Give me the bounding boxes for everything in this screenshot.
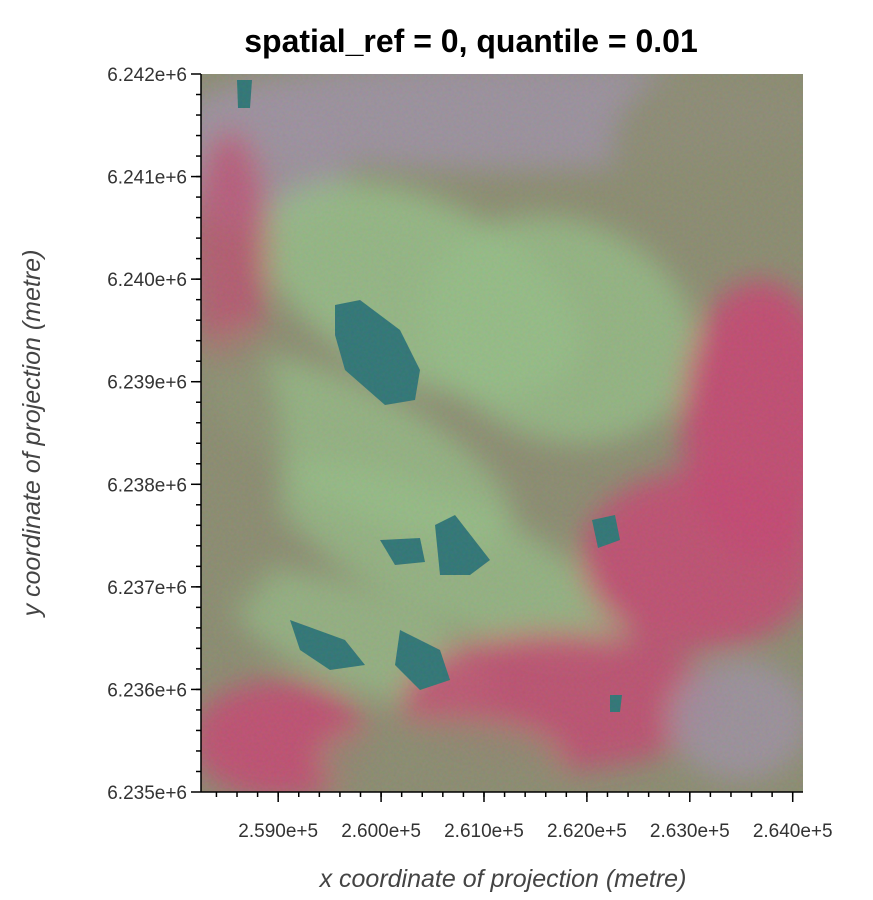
y-tick-label: 6.242e+6 xyxy=(107,65,187,86)
x-tick-label: 2.610e+5 xyxy=(444,821,524,842)
x-tick-label: 2.640e+5 xyxy=(753,821,833,842)
x-tick-label: 2.590e+5 xyxy=(238,821,318,842)
y-axis: 6.242e+6 6.241e+6 6.240e+6 6.239e+6 6.238e+6… xyxy=(107,65,202,804)
y-tick-label: 6.240e+6 xyxy=(107,270,187,291)
x-tick-label: 2.630e+5 xyxy=(650,821,730,842)
y-tick-label: 6.235e+6 xyxy=(107,783,187,804)
satellite-raster xyxy=(201,74,803,792)
x-tick-label: 2.620e+5 xyxy=(547,821,627,842)
chart-title: spatial_ref = 0, quantile = 0.01 xyxy=(244,23,698,59)
y-axis-label: y coordinate of projection (metre) xyxy=(18,250,46,619)
x-axis: 2.590e+5 2.600e+5 2.610e+5 2.620e+5 2.630e+5… xyxy=(201,791,833,842)
y-tick-label: 6.239e+6 xyxy=(107,373,187,394)
y-tick-label: 6.236e+6 xyxy=(107,680,187,701)
y-tick-label: 6.238e+6 xyxy=(107,475,187,496)
x-tick-label: 2.600e+5 xyxy=(341,821,421,842)
raster-texture xyxy=(201,74,803,792)
x-axis-label: x coordinate of projection (metre) xyxy=(319,865,687,893)
y-tick-label: 6.241e+6 xyxy=(107,168,187,189)
y-tick-label: 6.237e+6 xyxy=(107,578,187,599)
